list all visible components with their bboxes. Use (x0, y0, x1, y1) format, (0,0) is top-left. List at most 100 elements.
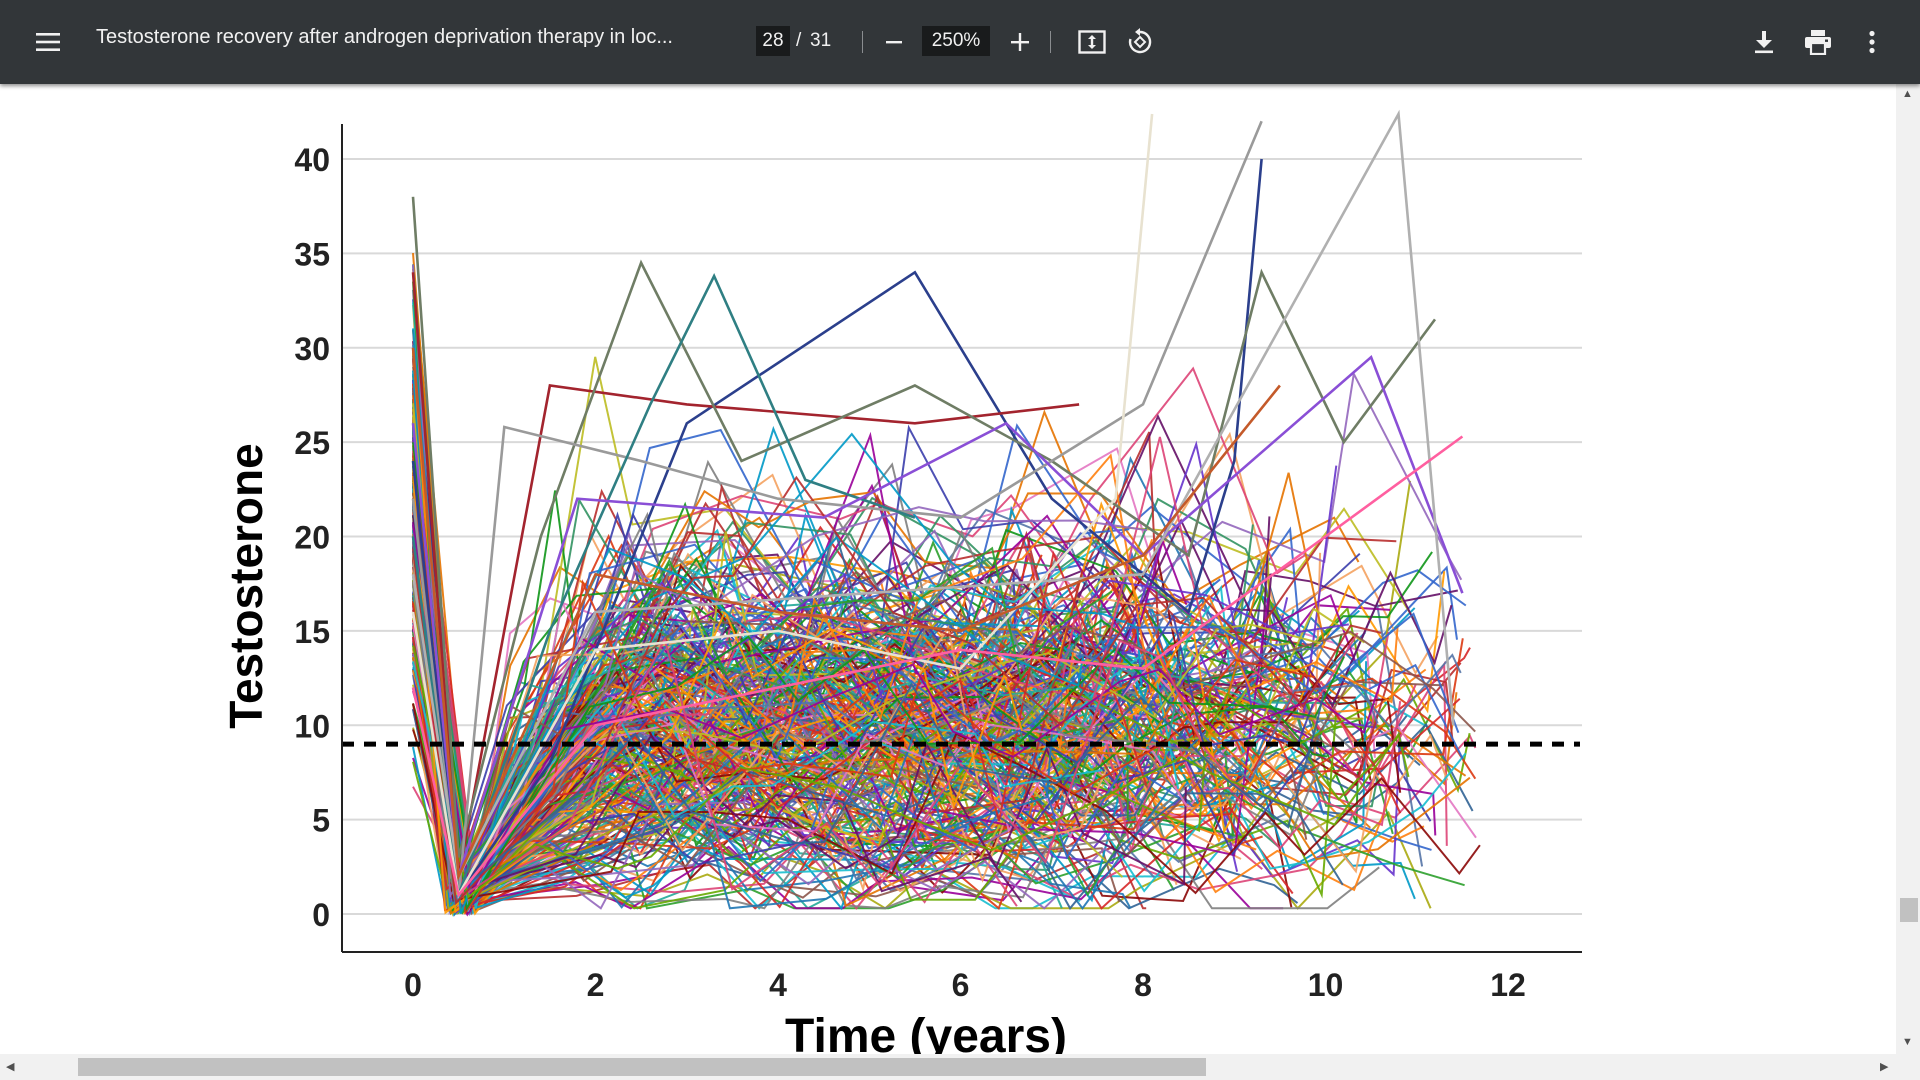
print-button[interactable] (1798, 22, 1838, 62)
x-tick-label: 0 (404, 967, 422, 1003)
series-line (412, 667, 1467, 902)
highlight-series-line (411, 196, 1437, 858)
series-line (412, 703, 1481, 902)
x-tick-label: 8 (1134, 967, 1152, 1003)
fit-to-page-button[interactable] (1072, 22, 1112, 62)
y-tick-label: 35 (294, 236, 330, 272)
series-line (412, 643, 1368, 911)
series-line (412, 529, 1169, 886)
chart-series-lines (412, 253, 1481, 917)
series-line (412, 619, 1255, 897)
series-line (412, 476, 1349, 892)
y-tick-label: 10 (294, 708, 330, 744)
y-tick-label: 25 (294, 425, 330, 461)
series-line (412, 628, 1023, 903)
hamburger-menu-icon[interactable] (28, 22, 68, 62)
series-line (412, 268, 1360, 888)
series-line (412, 709, 1344, 911)
series-line (412, 602, 1464, 904)
scroll-up-arrow-icon[interactable]: ▲ (1902, 88, 1913, 100)
series-line (412, 641, 1321, 904)
scroll-down-arrow-icon[interactable]: ▼ (1902, 1036, 1913, 1048)
y-tick-labels: 0 5 10 15 20 25 30 35 40 (294, 142, 330, 933)
toolbar-divider (1050, 31, 1051, 53)
chart-axes (341, 124, 1582, 953)
series-line (412, 572, 1250, 890)
more-vertical-icon (1869, 30, 1875, 54)
series-line (412, 597, 1270, 906)
toolbar-divider (862, 31, 863, 53)
total-pages: 31 (810, 30, 832, 51)
scroll-right-arrow-icon[interactable]: ▶ (1880, 1061, 1889, 1073)
highlight-series-line (411, 158, 1263, 899)
minus-icon (886, 41, 902, 44)
pdf-toolbar: Testosterone recovery after androgen dep… (0, 0, 1920, 84)
plus-icon (1011, 33, 1029, 51)
page-separator: / (796, 30, 802, 51)
document-title: Testosterone recovery after androgen dep… (96, 26, 673, 48)
series-line (412, 475, 1382, 906)
fit-to-page-icon (1078, 30, 1106, 54)
x-tick-labels: 0 2 4 6 8 10 12 (404, 967, 1526, 1003)
series-line (412, 579, 1212, 889)
series-line (412, 525, 1113, 910)
highlight-series-line (411, 120, 1263, 896)
y-tick-label: 15 (294, 614, 330, 650)
y-tick-label: 0 (312, 897, 330, 933)
highlight-series-line (411, 347, 1281, 882)
horizontal-scroll-thumb[interactable] (78, 1058, 1206, 1076)
series-line (412, 542, 1193, 907)
scroll-left-arrow-icon[interactable]: ◀ (6, 1061, 15, 1073)
series-line (412, 582, 1014, 911)
zoom-level-input[interactable]: 250% (922, 26, 990, 56)
print-icon (1805, 30, 1831, 55)
series-line (412, 469, 1471, 915)
more-options-button[interactable] (1852, 22, 1892, 62)
series-line (412, 524, 1379, 907)
download-button[interactable] (1744, 22, 1784, 62)
series-line (412, 645, 1410, 899)
rotate-button[interactable] (1120, 22, 1160, 62)
vertical-scrollbar[interactable] (1896, 84, 1920, 1054)
y-tick-label: 20 (294, 520, 330, 556)
series-line (412, 429, 1089, 909)
page-number-input[interactable]: 28 (756, 26, 790, 56)
zoom-out-button[interactable] (874, 22, 914, 62)
series-line (412, 387, 1111, 897)
y-tick-label: 5 (312, 803, 330, 839)
series-line (412, 569, 1084, 892)
x-tick-label: 2 (587, 967, 605, 1003)
x-tick-label: 6 (952, 967, 970, 1003)
vertical-scroll-thumb[interactable] (1900, 898, 1918, 922)
chart-highlight-lines (342, 109, 1580, 900)
series-line (412, 442, 1346, 912)
series-line (412, 465, 1376, 913)
x-axis-label: Time (years) (785, 1010, 1067, 1054)
series-line (412, 514, 1188, 916)
scrollbar-corner (1896, 1054, 1920, 1080)
series-line (412, 455, 1316, 915)
series-line (412, 403, 1322, 898)
series-line (412, 514, 1187, 891)
series-line (412, 504, 1325, 894)
series-line (412, 529, 1132, 909)
zoom-in-button[interactable] (1000, 22, 1040, 62)
series-line (412, 530, 1192, 884)
rotate-icon (1128, 28, 1152, 54)
x-tick-label: 4 (769, 967, 787, 1003)
y-tick-label: 40 (294, 142, 330, 178)
series-line (412, 524, 1383, 897)
y-axis-label: Testosterone (220, 443, 272, 728)
series-line (412, 581, 1223, 897)
highlight-series-line (411, 355, 1464, 877)
pdf-page-view[interactable]: 0 5 10 15 20 25 30 35 40 0 2 4 6 8 10 12 Testosterone … (0, 84, 1896, 1054)
series-line (412, 448, 1112, 909)
series-line (412, 714, 1337, 910)
series-line (412, 657, 1380, 910)
download-icon (1755, 31, 1773, 54)
x-tick-label: 12 (1490, 967, 1526, 1003)
highlight-series-line (411, 435, 1464, 899)
series-line (412, 253, 1188, 900)
y-tick-label: 30 (294, 331, 330, 367)
